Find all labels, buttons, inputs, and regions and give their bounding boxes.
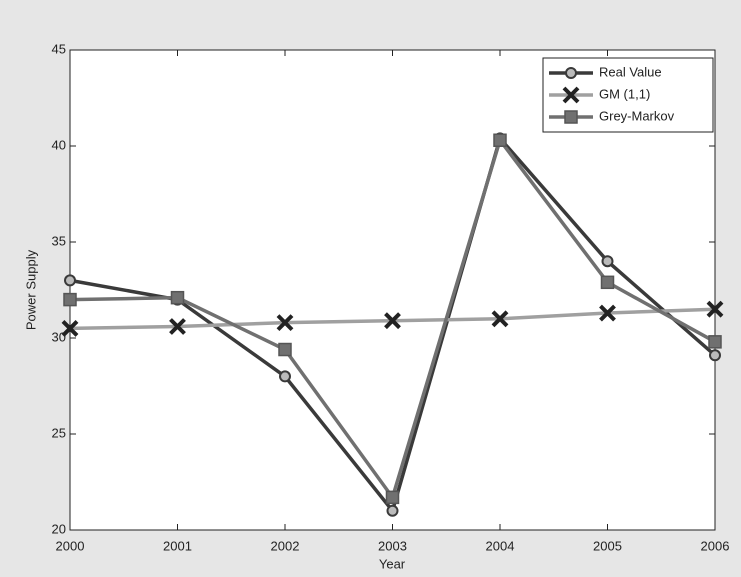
x-tick-label: 2004 [486, 538, 515, 553]
data-point [169, 318, 186, 335]
x-tick-label: 2006 [701, 538, 730, 553]
x-tick-label: 2001 [163, 538, 192, 553]
data-point [386, 504, 399, 517]
data-point [601, 255, 614, 268]
x-axis-label: Year [379, 556, 406, 571]
data-point [493, 133, 507, 147]
data-point [706, 300, 724, 318]
legend-label: GM (1,1) [599, 86, 650, 101]
data-point [61, 319, 79, 337]
data-point [279, 370, 291, 383]
y-axis-label: Power Supply [23, 249, 38, 330]
data-point [384, 312, 401, 330]
legend-label: Grey-Markov [599, 108, 675, 123]
x-tick-label: 2005 [593, 538, 622, 553]
x-tick-label: 2002 [271, 538, 300, 553]
y-tick-label: 35 [52, 233, 66, 248]
y-tick-label: 30 [52, 329, 66, 344]
legend-marker [565, 67, 577, 79]
data-point [278, 342, 292, 357]
legend-marker [564, 110, 578, 124]
data-point [63, 292, 77, 307]
legend-label: Real Value [599, 64, 662, 79]
y-tick-label: 20 [52, 521, 66, 536]
data-point [385, 490, 400, 505]
data-point [600, 275, 615, 290]
data-point [708, 335, 722, 349]
y-tick-label: 45 [52, 41, 66, 56]
data-point [276, 314, 294, 332]
x-tick-label: 2000 [56, 538, 85, 553]
y-tick-label: 40 [52, 137, 66, 152]
data-point [599, 304, 616, 322]
data-point [491, 310, 509, 328]
data-point [170, 290, 185, 305]
data-point [709, 349, 721, 362]
legend-marker [562, 86, 580, 104]
y-tick-label: 25 [52, 425, 66, 440]
data-point [64, 274, 76, 287]
x-tick-label: 2003 [378, 538, 407, 553]
